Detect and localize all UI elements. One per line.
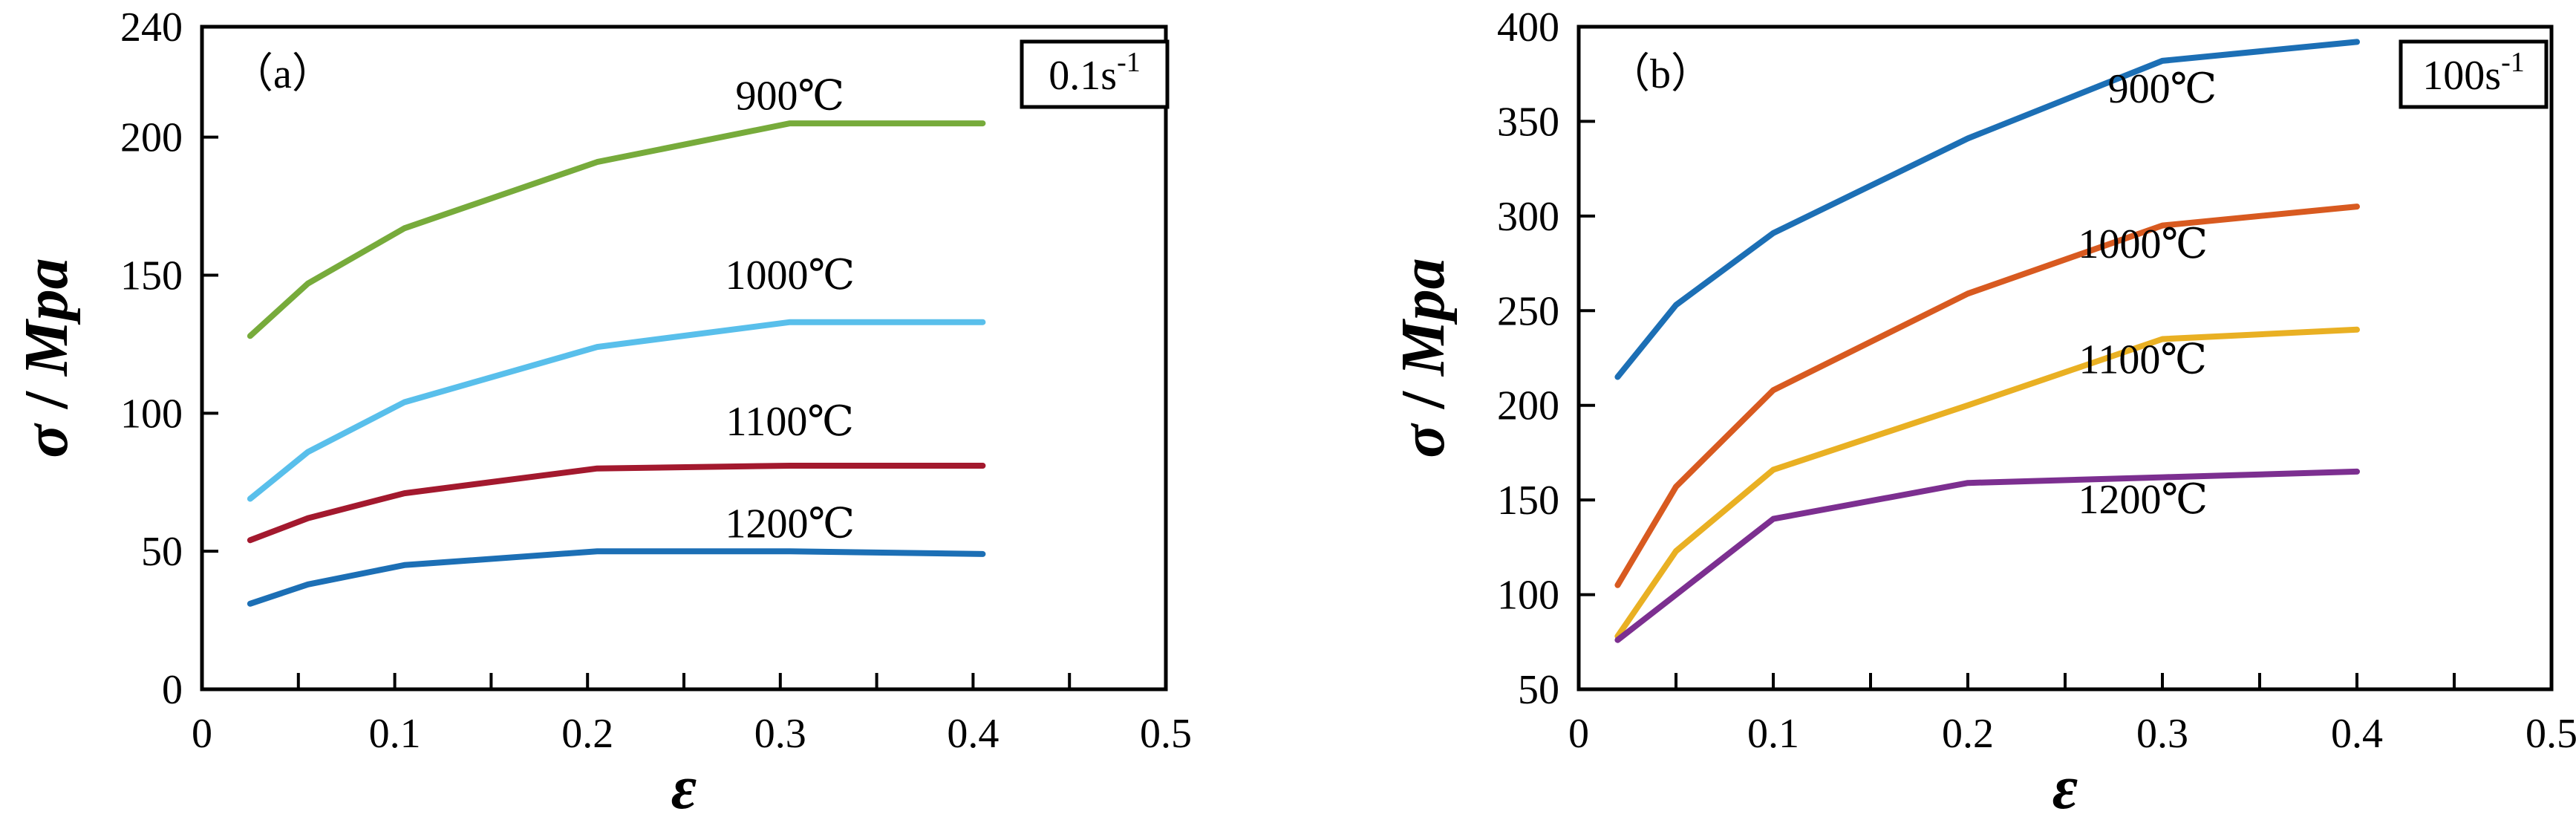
x-tick-label: 0.1: [369, 711, 421, 757]
plot-frame: [200, 25, 1168, 692]
x-tick-label: 0.4: [2331, 711, 2383, 757]
y-tick-label: 50: [1518, 667, 1559, 713]
y-tick-label: 150: [1497, 478, 1559, 524]
series-line-1100c: [1614, 326, 2360, 640]
y-axis-unit: Mpa: [1389, 258, 1458, 377]
x-tick-label: 0: [1568, 711, 1589, 757]
y-axis-title: σ / Mpa: [1389, 258, 1458, 458]
series-label: 900℃: [2108, 66, 2217, 112]
x-axis-title: ε: [671, 753, 697, 820]
y-tick-label: 400: [1497, 4, 1559, 51]
series-line-1100c: [247, 463, 986, 544]
x-tick-label: 0.2: [1942, 711, 1994, 757]
y-tick-label: 250: [1497, 288, 1559, 334]
y-tick-label: 150: [120, 253, 183, 299]
x-tick-label: 0: [192, 711, 212, 757]
series-line-1000c: [247, 319, 986, 502]
series-line-1200c: [247, 548, 986, 607]
y-tick-label: 350: [1497, 99, 1559, 145]
series-label: 1100℃: [2079, 336, 2208, 383]
series-label: 1000℃: [725, 253, 855, 299]
x-axis-title: ε: [2052, 753, 2078, 820]
strain-rate-box: [1020, 39, 1170, 109]
y-tick-label: 200: [1497, 383, 1559, 429]
y-tick-label: 0: [162, 667, 183, 713]
panel-label: （a）: [232, 51, 333, 97]
series-label: 1200℃: [2078, 477, 2208, 523]
y-axis-separator: /: [12, 376, 81, 424]
series-line-900c: [247, 120, 986, 339]
strain-rate-label: 100s-1: [2422, 47, 2524, 99]
plot-frame: [1576, 25, 2554, 692]
y-tick-label: 300: [1497, 194, 1559, 240]
chart-b: 0 0.1 0.2 0.3 0.4 0.5 50 100 150 200 250 300 350 400 ε…: [1389, 4, 2576, 820]
y-tick-label: 100: [1497, 573, 1559, 619]
y-axis-sigma: σ: [12, 423, 81, 458]
x-tick-label: 0.3: [2136, 711, 2188, 757]
y-axis-sigma: σ: [1389, 423, 1458, 458]
y-axis-separator: /: [1389, 376, 1458, 424]
series-label: 1100℃: [725, 399, 854, 445]
series-label: 900℃: [735, 74, 844, 120]
x-tick-label: 0.1: [1747, 711, 1799, 757]
strain-rate-exponent: -1: [1117, 47, 1141, 78]
series-label: 1000℃: [2078, 221, 2208, 267]
panel-label: （b）: [1608, 51, 1712, 97]
y-tick-label: 100: [120, 391, 183, 437]
strain-rate-value: 100s: [2422, 53, 2501, 99]
chart-a: 0 0.1 0.2 0.3 0.4 0.5 0 50 100 150 200 240 ε σ / Mpa （…: [12, 4, 1192, 820]
y-axis-unit: Mpa: [12, 258, 81, 377]
x-tick-label: 0.4: [947, 711, 999, 757]
series-line-1200c: [1614, 468, 2360, 643]
strain-rate-label: 0.1s-1: [1049, 47, 1140, 99]
x-tick-label: 0.3: [754, 711, 806, 757]
y-tick-label: 240: [120, 4, 183, 51]
x-tick-label: 0.5: [1140, 711, 1192, 757]
x-tick-label: 0.2: [561, 711, 613, 757]
y-tick-label: 50: [141, 529, 183, 575]
x-tick-label: 0.5: [2526, 711, 2576, 757]
y-axis-title: σ / Mpa: [12, 258, 81, 458]
strain-rate-value: 0.1s: [1049, 53, 1117, 99]
series-label: 1200℃: [725, 501, 855, 547]
series-line-900c: [1614, 39, 2360, 380]
strain-rate-exponent: -1: [2501, 47, 2525, 78]
strain-rate-box: [2399, 39, 2549, 109]
y-tick-label: 200: [120, 115, 183, 161]
series-line-1000c: [1614, 204, 2360, 588]
